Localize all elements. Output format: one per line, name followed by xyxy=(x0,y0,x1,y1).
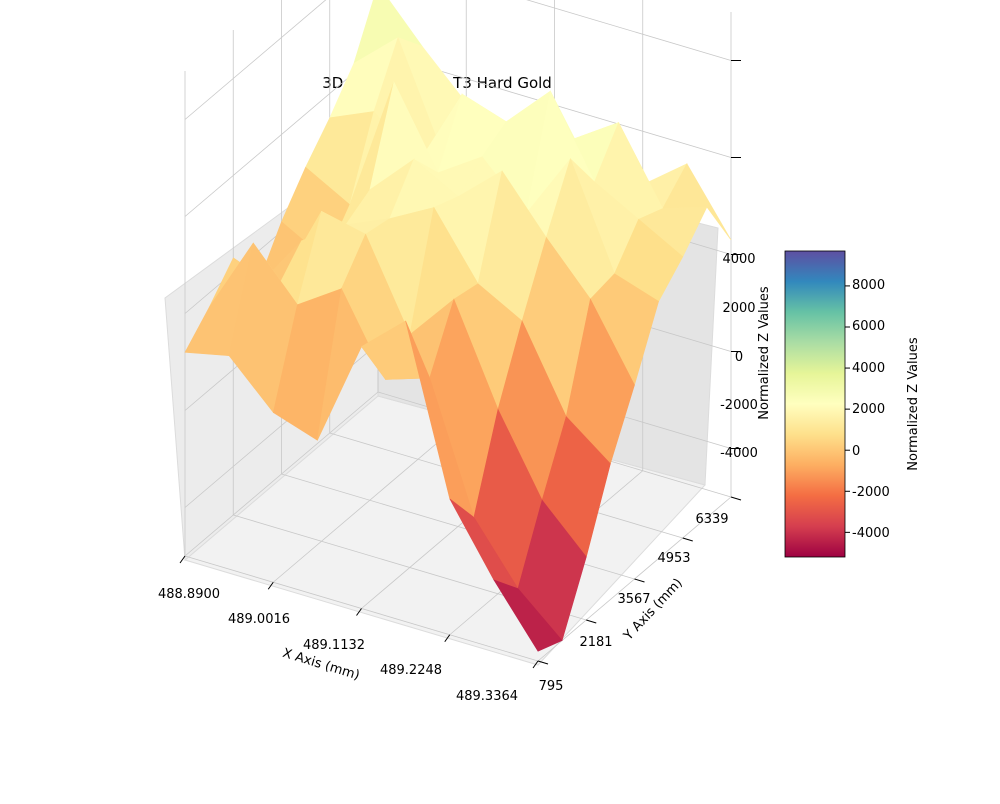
y-tick-label: 795 xyxy=(539,679,564,694)
surface-patch xyxy=(493,579,563,652)
x-tick-mark xyxy=(356,608,362,616)
colorbar xyxy=(784,250,846,558)
colorbar-tick-label: -4000 xyxy=(852,526,890,541)
x-tick-label: 489.0016 xyxy=(228,612,290,627)
y-tick-mark xyxy=(537,660,549,665)
y-tick-mark xyxy=(586,619,597,624)
z-tick-label: -4000 xyxy=(720,446,758,461)
surface xyxy=(184,0,732,652)
z-axis-label: Normalized Z Values xyxy=(757,286,772,420)
y-tick-labels: 795 2181 3567 4953 6339 xyxy=(539,512,729,694)
y-tick-mark xyxy=(682,537,693,542)
y-tick-label: 4953 xyxy=(657,551,690,566)
axis-ticks xyxy=(179,60,742,669)
z-tick-label: 0 xyxy=(735,350,743,365)
x-tick-label: 488.8900 xyxy=(158,587,220,602)
x-tick-mark xyxy=(444,634,451,643)
x-tick-label: 489.1132 xyxy=(303,638,365,653)
colorbar-label: Normalized Z Values xyxy=(906,337,921,471)
y-tick-mark xyxy=(730,496,742,501)
x-tick-labels: 488.8900 489.0016 489.1132 489.2248 489.… xyxy=(158,587,518,704)
x-tick-mark xyxy=(532,660,539,669)
y-tick-label: 6339 xyxy=(695,512,728,527)
colorbar-ticks xyxy=(845,285,850,533)
x-tick-mark xyxy=(179,555,186,564)
grid-line xyxy=(184,0,327,120)
colorbar-tick-label: 2000 xyxy=(852,402,885,417)
colorbar-tick-label: -2000 xyxy=(852,485,890,500)
y-tick-label: 2181 xyxy=(579,635,612,650)
y-tick-label: 3567 xyxy=(617,592,650,607)
z-tick-labels: -4000 -2000 0 2000 4000 xyxy=(720,252,758,461)
y-tick-mark xyxy=(634,578,645,583)
z-tick-label: -2000 xyxy=(720,398,758,413)
x-tick-label: 489.3364 xyxy=(456,689,518,704)
z-tick-label: 2000 xyxy=(722,301,755,316)
colorbar-tick-labels: -4000 -2000 0 2000 4000 6000 8000 xyxy=(852,278,890,541)
x-tick-label: 489.2248 xyxy=(380,663,442,678)
y-axis-label: Y Axis (mm) xyxy=(620,576,685,644)
colorbar-tick-label: 4000 xyxy=(852,361,885,376)
colorbar-tick-label: 0 xyxy=(852,444,860,459)
grid-line xyxy=(526,0,732,61)
colorbar-tick-label: 8000 xyxy=(852,278,885,293)
x-tick-mark xyxy=(267,581,274,590)
colorbar-tick-label: 6000 xyxy=(852,319,885,334)
grid-line xyxy=(184,52,379,217)
z-tick-label: 4000 xyxy=(722,252,755,267)
